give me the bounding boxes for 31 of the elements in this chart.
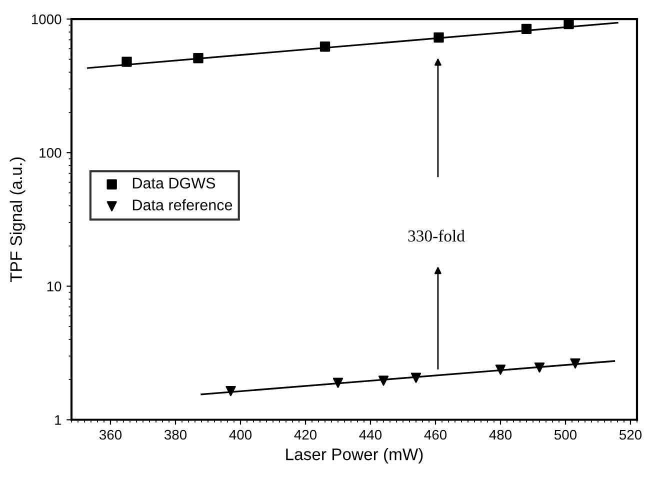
point xyxy=(570,358,580,369)
x-tick-label: 520 xyxy=(619,430,642,440)
y-tick-label: 1000 xyxy=(32,14,62,24)
point xyxy=(410,372,422,383)
x-tick-label: 460 xyxy=(424,430,447,440)
point xyxy=(434,32,444,43)
x-tick-label: 420 xyxy=(294,430,317,440)
x-axis-title: Laser Power (mW) xyxy=(286,448,423,464)
x-tick-label: 380 xyxy=(164,430,187,440)
point xyxy=(564,19,574,30)
point xyxy=(534,362,545,373)
y-tick-label: 100 xyxy=(40,148,62,158)
y-tick-label: 1 xyxy=(55,415,62,425)
point xyxy=(378,376,389,386)
point xyxy=(320,42,330,52)
legend-label: Data reference xyxy=(132,199,232,210)
point xyxy=(122,56,132,67)
y-axis-title: TPF Signal (a.u.) xyxy=(10,157,26,282)
annotation: 330-fold xyxy=(408,230,465,242)
point xyxy=(521,24,532,34)
x-tick-label: 440 xyxy=(359,430,382,440)
x-tick-label: 500 xyxy=(554,430,577,440)
legend-label: Data DGWS xyxy=(132,178,216,189)
x-tick-label: 480 xyxy=(489,430,512,440)
x-tick-label: 400 xyxy=(229,430,252,440)
point xyxy=(226,386,236,396)
point xyxy=(332,378,344,388)
y-tick-label: 10 xyxy=(47,282,62,292)
x-tick-label: 360 xyxy=(99,430,122,440)
point xyxy=(193,53,204,64)
point xyxy=(495,364,506,375)
